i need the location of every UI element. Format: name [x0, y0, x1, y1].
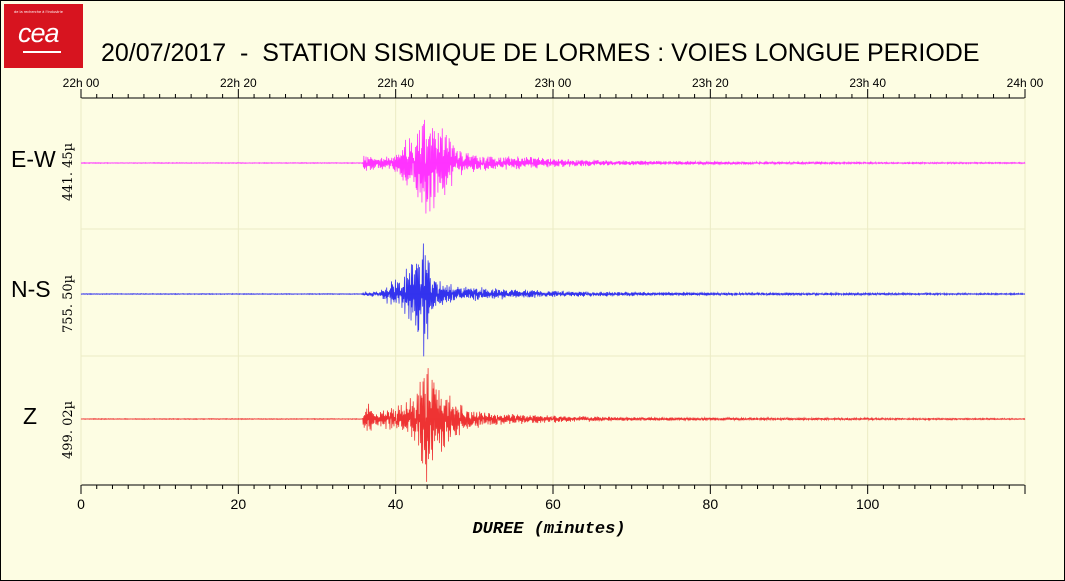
top-tick-label-3: 23h 00	[535, 76, 572, 90]
x-tick-label-5: 100	[856, 496, 880, 512]
chart-title: 20/07/2017 - STATION SISMIQUE DE LORMES …	[101, 39, 980, 67]
top-tick-label-4: 23h 20	[692, 76, 729, 90]
x-tick-label-1: 20	[231, 496, 247, 512]
logo-underline	[23, 51, 61, 53]
x-axis-title: DUREE (minutes)	[472, 520, 625, 539]
logo-tagline: de la recherche à l'industrie	[14, 10, 63, 14]
top-tick-label-6: 24h 00	[1007, 76, 1044, 90]
logo-text: cea	[18, 18, 60, 48]
x-tick-label-4: 80	[703, 496, 719, 512]
top-tick-label-1: 22h 20	[220, 76, 257, 90]
top-tick-label-2: 22h 40	[377, 76, 414, 90]
top-tick-label-5: 23h 40	[849, 76, 886, 90]
channel-label-ns: N-S	[11, 276, 51, 302]
x-tick-label-3: 60	[545, 496, 561, 512]
channel-label-z: Z	[23, 403, 38, 429]
cea-logo: de la recherche à l'industrie cea	[4, 4, 83, 68]
top-tick-label-0: 22h 00	[63, 76, 100, 90]
x-tick-label-2: 40	[388, 496, 404, 512]
channel-label-ew: E-W	[11, 146, 56, 172]
x-tick-label-0: 0	[77, 496, 85, 512]
